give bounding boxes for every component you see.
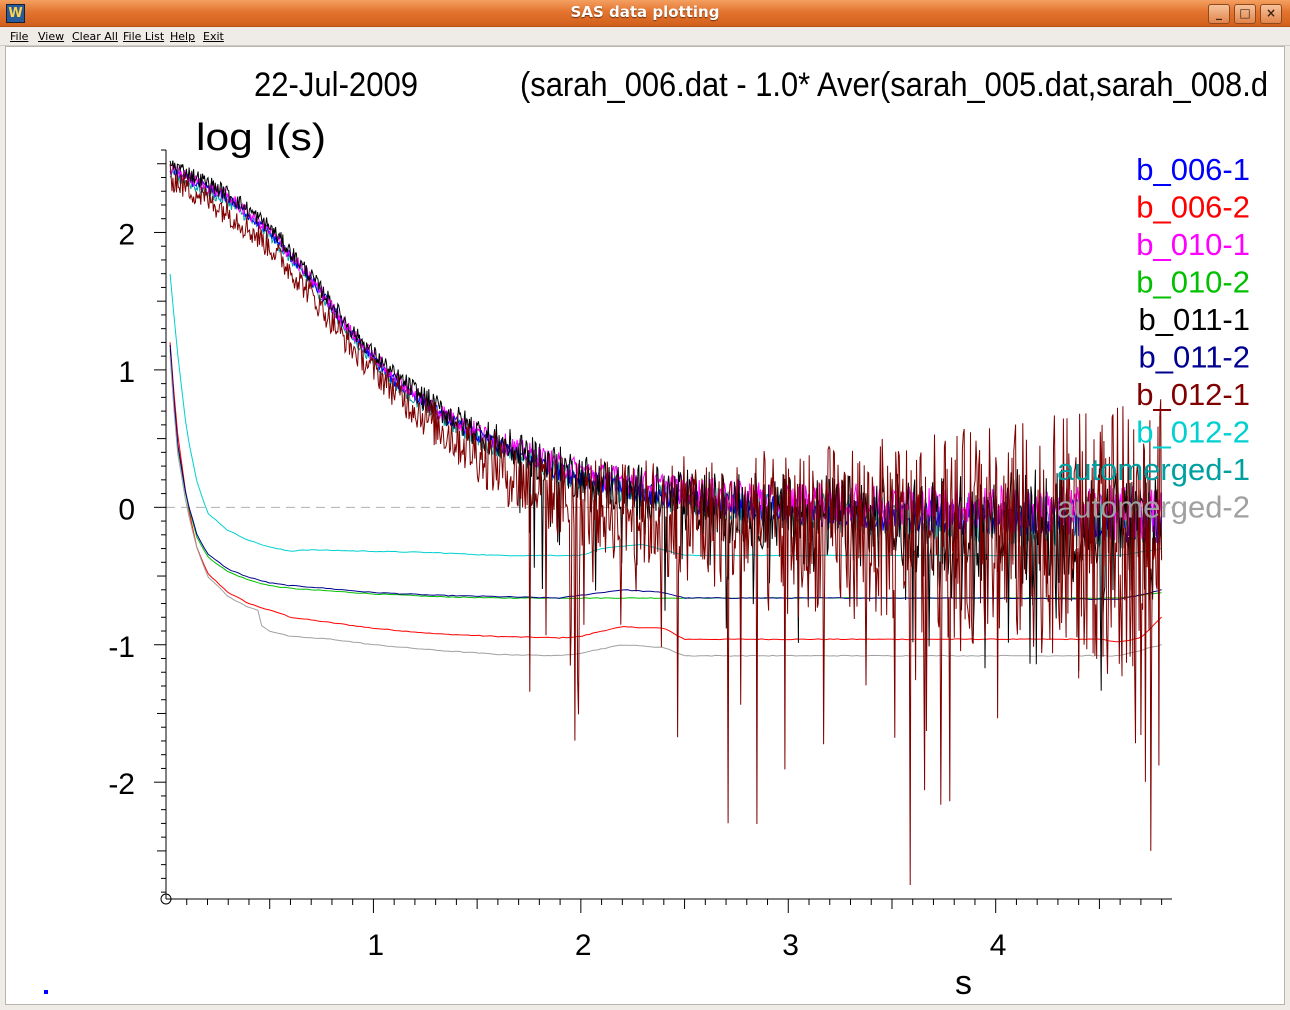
y-axis-label: log I(s): [196, 117, 326, 159]
legend-entry: b_011-1: [1139, 302, 1250, 337]
y-tick-label: 0: [118, 493, 135, 526]
origin-marker: [160, 893, 172, 905]
legend-entry: automerged-2: [1057, 490, 1250, 525]
menu-help[interactable]: Help: [170, 30, 196, 43]
status-indicator: [44, 990, 48, 994]
menu-view[interactable]: View: [38, 30, 65, 43]
series-line-b_011-2: [169, 344, 1162, 601]
legend-entry: b_012-2: [1136, 415, 1250, 450]
close-button[interactable]: ×: [1260, 4, 1282, 24]
legend-entry: automerged-1: [1057, 452, 1250, 487]
legend-entry: b_011-2: [1139, 340, 1250, 375]
y-tick-label: -2: [108, 768, 135, 801]
menu-exit[interactable]: Exit: [203, 30, 224, 43]
series-line-b_010-1: [169, 164, 1163, 541]
app-icon[interactable]: W: [6, 4, 25, 23]
x-axis-label: s: [955, 964, 972, 1002]
axis-layer: 1 2 3 4 2 1 0 -1 -2: [108, 149, 1172, 962]
x-tick-label: 1: [367, 929, 384, 962]
minimize-button[interactable]: _: [1208, 4, 1230, 24]
legend: b_006-1b_006-2b_010-1b_010-2b_011-1b_011…: [1057, 152, 1250, 525]
series-line-b_006-2: [169, 342, 1162, 643]
legend-entry: b_012-1: [1136, 377, 1250, 412]
chart-title: (sarah_006.dat - 1.0* Aver(sarah_005.dat…: [520, 66, 1268, 104]
window-title: SAS data plotting: [570, 3, 720, 21]
title-bar[interactable]: W SAS data plotting _ □ ×: [0, 0, 1290, 27]
menu-file[interactable]: File: [10, 30, 29, 43]
x-tick-label: 2: [575, 929, 592, 962]
date-label: 22-Jul-2009: [254, 66, 418, 104]
y-tick-label: 1: [118, 356, 135, 389]
legend-entry: b_010-2: [1136, 265, 1250, 300]
menu-bar: File View Clear All File List Help Exit: [0, 27, 1290, 46]
x-tick-label: 3: [782, 929, 799, 962]
legend-entry: b_006-2: [1136, 190, 1250, 225]
x-tick-label: 4: [990, 929, 1007, 962]
y-tick-label: -1: [108, 631, 135, 664]
maximize-button[interactable]: □: [1234, 4, 1256, 24]
menu-file-list[interactable]: File List: [123, 30, 165, 43]
series-line-automerged-2: [169, 356, 1162, 657]
menu-clear-all[interactable]: Clear All: [72, 30, 118, 43]
series-line-b_011-1: [169, 160, 1163, 691]
series-line-b_012-1: [169, 164, 1163, 886]
series-layer: [169, 160, 1163, 886]
legend-entry: b_006-1: [1136, 152, 1250, 187]
y-tick-label: 2: [118, 218, 135, 251]
legend-entry: b_010-1: [1136, 227, 1250, 262]
